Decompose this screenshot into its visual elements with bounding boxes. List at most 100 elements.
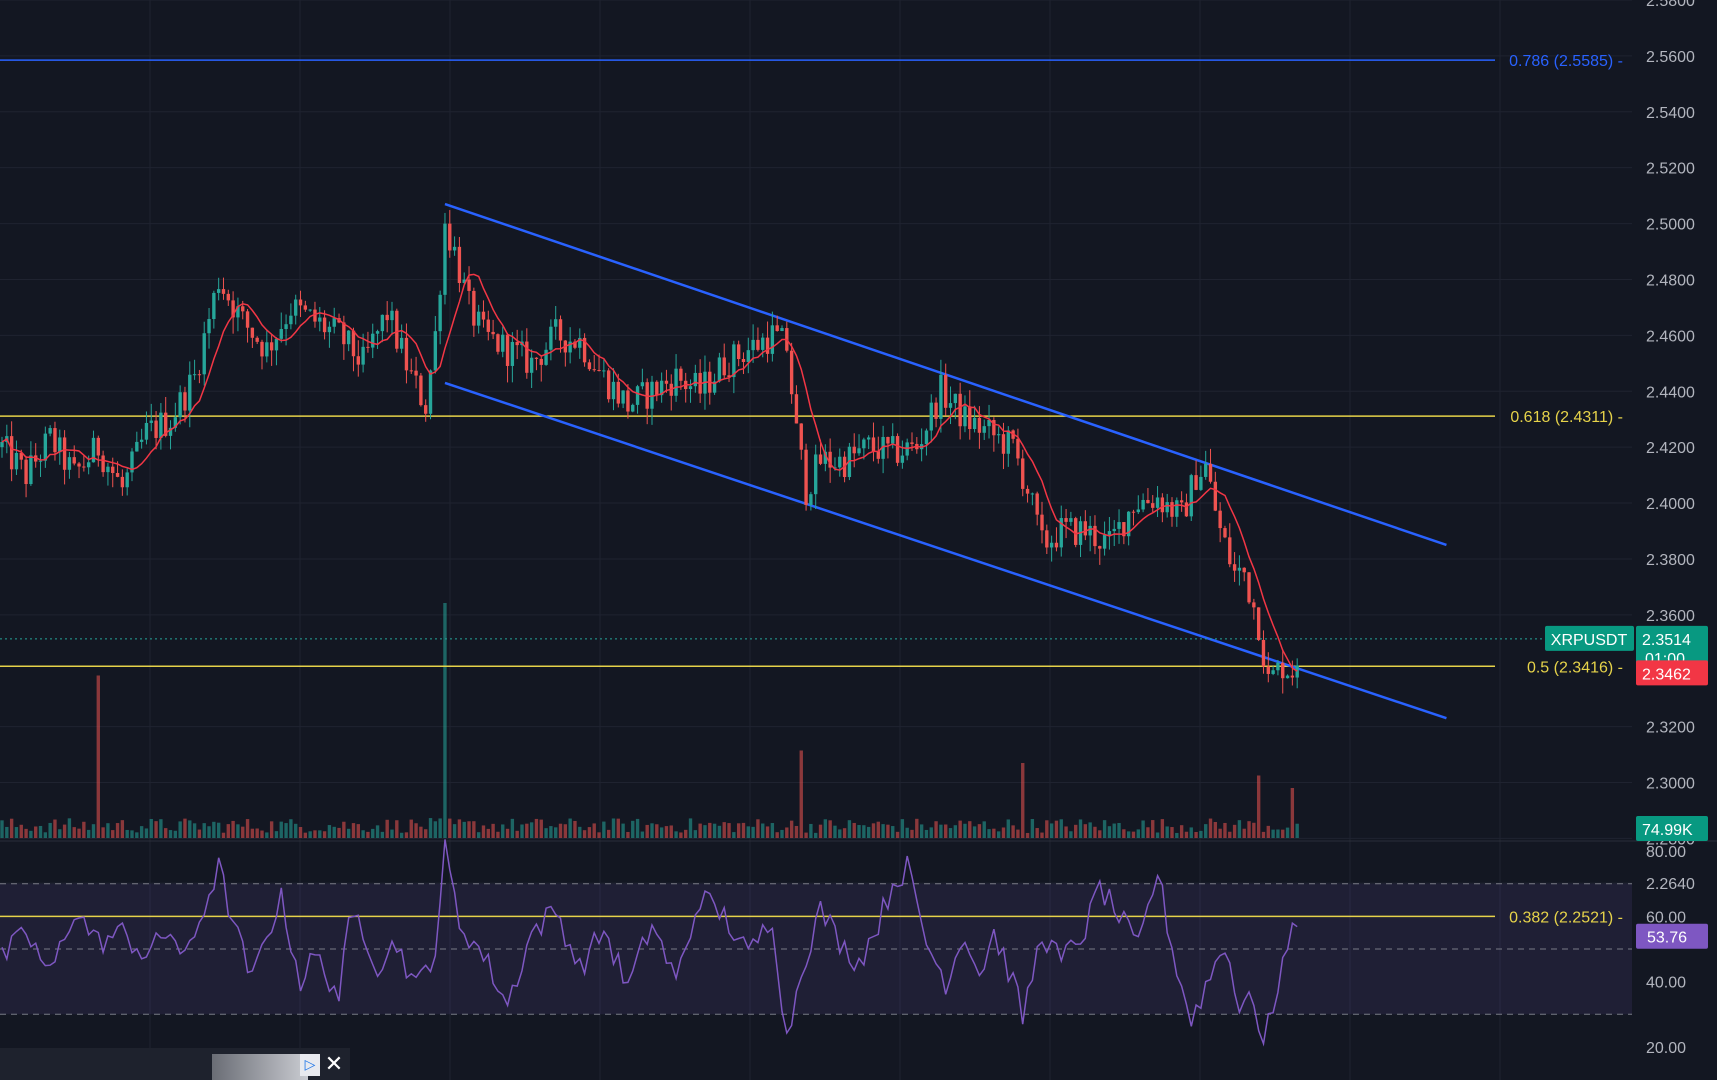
candle-body (371, 333, 375, 348)
volume-bar (944, 824, 948, 838)
candle-body (948, 403, 953, 408)
volume-bar (1112, 823, 1116, 838)
candle-body (96, 437, 100, 456)
volume-bar (905, 827, 909, 838)
candle-body (395, 310, 399, 349)
ad-info-icon[interactable]: ▷ (300, 1054, 320, 1076)
volume-bar (221, 832, 226, 838)
volume-bar (1276, 829, 1280, 838)
last-price-value: 2.3514 (1642, 632, 1691, 649)
candle-body (77, 463, 81, 467)
volume-bar (448, 818, 452, 838)
volume-bar (515, 830, 519, 838)
candle-body (212, 292, 216, 319)
volume-bar (684, 829, 688, 838)
candle-body (761, 337, 765, 350)
candle-body (1252, 602, 1256, 608)
volume-bar (1016, 829, 1020, 838)
candle-body (1208, 463, 1213, 482)
volume-bar (380, 831, 385, 838)
volume-bar (351, 823, 356, 838)
volume-bar (399, 832, 404, 838)
candle-body (202, 333, 206, 375)
candle-body (573, 341, 577, 348)
candle-body (635, 386, 640, 405)
volume-bar (154, 821, 158, 838)
candle-body (9, 436, 14, 470)
volume-bar (14, 827, 19, 838)
volume-bar (443, 603, 447, 838)
price-tick-label: 2.3000 (1646, 776, 1695, 793)
candle-body (606, 370, 611, 400)
volume-bar (809, 823, 813, 838)
candle-body (154, 420, 158, 438)
candle-body (207, 318, 211, 334)
volume-bar (972, 826, 977, 838)
candle-body (655, 381, 659, 396)
candle-body (1281, 662, 1285, 679)
volume-bar (987, 829, 991, 838)
volume-bar (342, 821, 346, 838)
trend-channel[interactable] (444, 202, 1447, 720)
volume-bar (862, 825, 866, 838)
candle-body (346, 330, 351, 345)
volume-bar (1078, 819, 1083, 838)
volume-bar (1030, 819, 1035, 838)
volume-bar (1271, 829, 1275, 838)
candle-body (886, 436, 890, 444)
candle-body (578, 337, 582, 348)
volume-bar (505, 828, 510, 838)
volume-bar (409, 819, 413, 838)
candle-body (1049, 542, 1054, 548)
volume-bar (659, 827, 664, 838)
candle-body (58, 437, 62, 453)
volume-bar (58, 829, 62, 838)
candle-body (1126, 511, 1131, 537)
candle-body (924, 430, 929, 445)
ad-close-icon[interactable]: ✕ (324, 1052, 344, 1077)
volume-bar (274, 831, 279, 838)
volume-bar (62, 824, 67, 838)
rsi-badge (1636, 923, 1708, 949)
candle-body (1136, 509, 1140, 513)
volume-bar (318, 830, 322, 838)
volume-bar (226, 824, 230, 838)
volume-bar (395, 820, 399, 838)
candle-body (1083, 521, 1088, 536)
candle-body (308, 309, 312, 311)
volume-bar (655, 824, 659, 838)
volume-bar (279, 821, 283, 838)
candle-body (871, 437, 876, 452)
ad-thumbnail[interactable] (212, 1054, 308, 1080)
volume-bar (727, 823, 731, 838)
candle-body (794, 394, 799, 424)
candle-body (992, 419, 996, 436)
candle-body (428, 370, 433, 414)
volume-bar (308, 831, 312, 838)
price-tick-label: 2.5000 (1646, 217, 1695, 234)
candle-body (1271, 670, 1275, 674)
volume-bar (789, 820, 794, 838)
volume-bar (631, 820, 635, 838)
candle-body (664, 380, 669, 384)
volume-bar (207, 826, 211, 838)
candle-body (1045, 530, 1049, 548)
volume-bar (650, 823, 654, 838)
volume-bar (486, 828, 490, 838)
candle-body (135, 441, 139, 452)
candle-body (972, 417, 977, 430)
volume-bar (876, 821, 880, 838)
candle-body (582, 337, 587, 363)
symbol-badge (1545, 625, 1634, 651)
volume-bar (1040, 832, 1044, 838)
volume-bar (693, 830, 698, 838)
ma-line (1, 273, 1298, 672)
volume-bar (29, 830, 33, 838)
volume-bar (1122, 829, 1126, 838)
volume-bar (852, 822, 856, 838)
volume-bar (895, 831, 900, 838)
candle-body (1213, 481, 1218, 511)
price-axis[interactable]: 2.5800 2.5600 2.5400 2.5200 2.5000 2.4800 2.46… (1646, 0, 1695, 1057)
volume-bar (520, 824, 524, 838)
volume-bar (115, 823, 120, 838)
